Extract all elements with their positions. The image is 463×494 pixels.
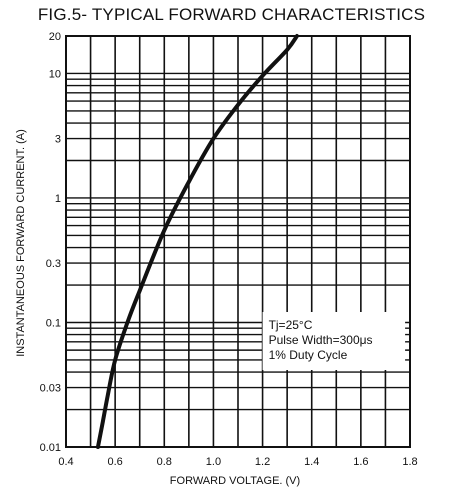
series-layer bbox=[95, 34, 299, 449]
y-tick-label: 0.1 bbox=[46, 317, 61, 329]
y-tick-label: 0.3 bbox=[46, 258, 61, 270]
annotation-text: Tj=25°C bbox=[269, 318, 313, 332]
y-tick-label: 1 bbox=[55, 193, 61, 205]
tick-labels: 0.4 0.6 0.8 1.0 1.2 1.4 1.6 1.8 0.01 0.03 0.1 0.3 1 3… bbox=[40, 31, 418, 468]
x-tick-label: 1.2 bbox=[255, 456, 270, 468]
x-axis-label: FORWARD VOLTAGE. (V) bbox=[169, 475, 301, 487]
annotation-text: 1% Duty Cycle bbox=[269, 348, 348, 362]
series-line bbox=[95, 34, 299, 449]
annotation-background bbox=[262, 312, 406, 370]
chart-title: FIG.5- TYPICAL FORWARD CHARACTERISTICS bbox=[37, 5, 426, 24]
x-tick-label: 0.6 bbox=[107, 456, 122, 468]
x-tick-label: 0.4 bbox=[58, 456, 73, 468]
y-tick-label: 0.01 bbox=[40, 442, 61, 454]
x-tick-label: 1.0 bbox=[206, 456, 221, 468]
x-tick-label: 0.8 bbox=[157, 456, 172, 468]
annotation-text: Pulse Width=300μs bbox=[269, 333, 373, 347]
grid bbox=[65, 35, 411, 448]
plot-frame bbox=[65, 35, 411, 448]
y-axis-label: INSTANTANEOUS FORWARD CURRENT. (A) bbox=[15, 129, 27, 357]
y-tick-label: 10 bbox=[49, 68, 61, 80]
x-tick-label: 1.6 bbox=[353, 456, 368, 468]
x-tick-label: 1.4 bbox=[304, 456, 319, 468]
y-tick-label: 20 bbox=[49, 31, 61, 43]
y-tick-label: 3 bbox=[55, 134, 61, 146]
x-tick-label: 1.8 bbox=[402, 456, 417, 468]
y-tick-label: 0.03 bbox=[40, 383, 61, 395]
